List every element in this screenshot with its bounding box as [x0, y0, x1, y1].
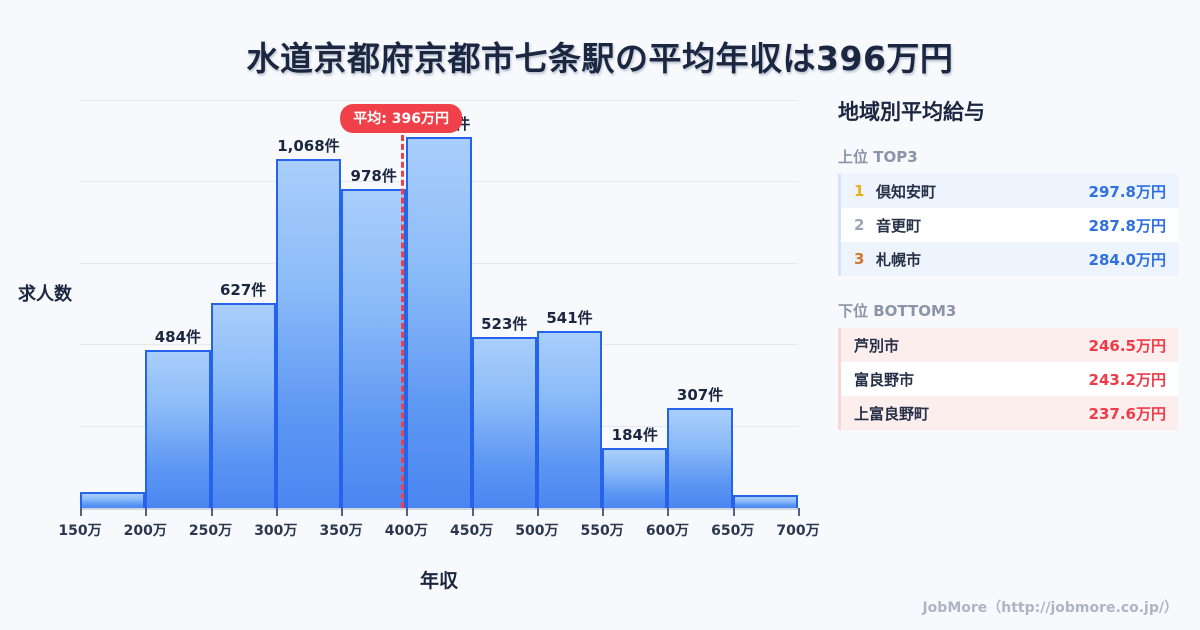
x-tick [145, 508, 148, 516]
x-tick [798, 508, 800, 516]
bar-value-label: 978件 [350, 166, 397, 185]
x-tick [406, 508, 409, 516]
panel-title: 地域別平均給与 [838, 100, 985, 124]
x-tick [732, 508, 735, 516]
top3-row[interactable]: 3 札幌市 284.0万円 [841, 242, 1178, 276]
histogram-bar: 523件 [471, 315, 537, 508]
region-salary: 246.5万円 [1088, 336, 1166, 355]
histogram-bar: 627件 [210, 281, 276, 508]
rank-number: 1 [854, 182, 865, 200]
bar-value-label: 1,068件 [277, 137, 340, 156]
histogram-bar: 484件 [145, 328, 211, 508]
histogram-bar: 1,068件 [275, 137, 342, 508]
top3-row[interactable]: 1 倶知安町 297.8万円 [841, 174, 1178, 208]
x-tick-label: 350万 [319, 523, 363, 539]
x-tick-label: 700万 [776, 523, 820, 539]
rank-number: 2 [854, 216, 865, 234]
x-tick-label: 600万 [645, 523, 690, 539]
histogram-bar: 307件 [667, 386, 733, 508]
histogram-bar: 978件 [341, 167, 407, 508]
region-salary: 297.8万円 [1088, 182, 1166, 201]
region-name: 上富良野町 [854, 404, 930, 423]
x-tick-label: 150万 [58, 523, 102, 539]
bottom3-row[interactable]: 芦別市 246.5万円 [841, 328, 1178, 362]
x-tick-label: 650万 [711, 523, 755, 539]
average-badge: 平均: 396万円 [340, 104, 462, 133]
bar-value-label: 541件 [546, 309, 593, 328]
bar-value-label: 184件 [611, 425, 658, 444]
histogram-bar [732, 494, 798, 508]
region-name: 音更町 [876, 216, 922, 235]
x-tick-label: 300万 [254, 523, 298, 539]
x-tick [536, 508, 539, 516]
histogram-bar [80, 492, 146, 508]
chart-baseline [80, 508, 798, 510]
region-salary: 284.0万円 [1088, 250, 1166, 269]
x-tick [210, 508, 213, 516]
bottom3-label: 下位 BOTTOM3 [838, 302, 957, 320]
top3-label: 上位 TOP3 [838, 148, 918, 166]
x-tick [667, 508, 670, 516]
page-title: 水道京都府京都市七条駅の平均年収は396万円 [246, 39, 954, 78]
histogram-chart: 484件 627件 1,068件 978件 1,138件 523件 541件 184件 307件… [18, 100, 820, 592]
bar-value-label: 307件 [676, 385, 724, 404]
region-name: 芦別市 [854, 336, 900, 355]
histogram-bar: 1,138件 [406, 115, 472, 508]
bottom3-list: 芦別市 246.5万円富良野市 243.2万円上富良野町 237.6万円 [838, 328, 1178, 430]
bottom3-row[interactable]: 富良野市 243.2万円 [841, 362, 1178, 396]
bottom3-row[interactable]: 上富良野町 237.6万円 [841, 396, 1178, 430]
x-tick-label: 200万 [123, 523, 167, 539]
y-axis-title: 求人数 [18, 284, 72, 305]
x-tick-label: 400万 [384, 523, 428, 539]
x-tick-label: 450万 [450, 523, 494, 539]
average-line [401, 126, 405, 508]
x-tick-label: 250万 [188, 523, 233, 539]
region-name: 倶知安町 [876, 182, 937, 201]
regional-salary-panel: 地域別平均給与 上位 TOP3 1 倶知安町 297.8万円 2 音更町 287.8万円 3… [838, 96, 1178, 454]
x-tick-label: 500万 [515, 523, 559, 539]
bar-value-label: 484件 [154, 328, 202, 347]
histogram-bar: 541件 [536, 309, 603, 508]
bar-value-label: 523件 [481, 315, 528, 334]
x-tick [341, 508, 344, 516]
x-axis-title: 年収 [419, 570, 458, 592]
region-salary: 287.8万円 [1088, 216, 1166, 235]
x-tick [80, 508, 82, 516]
top3-list: 1 倶知安町 297.8万円 2 音更町 287.8万円 3 札幌市 284.0万円 [838, 174, 1178, 276]
x-tick [471, 508, 474, 516]
gridline [80, 100, 798, 101]
histogram-bar: 184件 [602, 426, 668, 508]
chart-bars: 484件 627件 1,068件 978件 1,138件 523件 541件 184件 307件 [80, 100, 798, 508]
region-name: 富良野市 [854, 370, 915, 389]
region-salary: 243.2万円 [1088, 370, 1166, 389]
region-salary: 237.6万円 [1088, 404, 1166, 423]
rank-number: 3 [854, 250, 865, 268]
x-tick-label: 550万 [580, 523, 624, 539]
watermark-footer: JobMore（http://jobmore.co.jp/） [922, 600, 1178, 616]
top3-row[interactable]: 2 音更町 287.8万円 [841, 208, 1178, 242]
x-tick [275, 508, 278, 516]
x-tick [602, 508, 605, 516]
region-name: 札幌市 [876, 250, 922, 269]
bar-value-label: 627件 [220, 281, 267, 300]
